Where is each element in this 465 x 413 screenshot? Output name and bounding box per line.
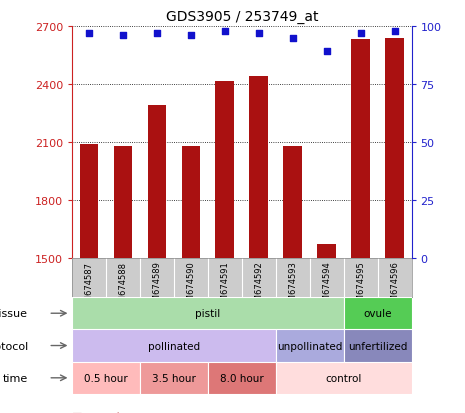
Point [119, 33, 126, 39]
Text: unfertilized: unfertilized [348, 341, 407, 351]
Text: unpollinated: unpollinated [277, 341, 342, 351]
Bar [351, 40, 370, 258]
Text: 0.5 hour: 0.5 hour [84, 373, 128, 383]
Text: protocol: protocol [0, 341, 28, 351]
Bar [113, 146, 133, 258]
Bar [317, 244, 336, 258]
Point [357, 31, 365, 37]
Point [187, 33, 194, 39]
Text: pollinated: pollinated [148, 341, 200, 351]
Bar [181, 146, 200, 258]
Text: ovule: ovule [363, 309, 392, 318]
Title: GDS3905 / 253749_at: GDS3905 / 253749_at [166, 10, 318, 24]
Point [85, 31, 93, 37]
Bar [208, 362, 276, 394]
Text: 3.5 hour: 3.5 hour [152, 373, 196, 383]
Bar [276, 362, 412, 394]
Bar [72, 330, 276, 362]
Bar [147, 106, 166, 258]
Text: GSM674588: GSM674588 [119, 261, 127, 312]
Bar [344, 297, 412, 330]
Bar [215, 82, 234, 258]
Text: GSM674590: GSM674590 [186, 261, 195, 311]
Text: GSM674589: GSM674589 [153, 261, 161, 312]
Text: time: time [3, 373, 28, 383]
Point [323, 49, 330, 56]
Text: GSM674595: GSM674595 [356, 261, 365, 311]
Point [221, 28, 228, 35]
Text: GSM674593: GSM674593 [288, 261, 297, 312]
Text: GSM674592: GSM674592 [254, 261, 263, 311]
Bar [80, 145, 99, 258]
Text: pistil: pistil [195, 309, 220, 318]
Text: GSM674587: GSM674587 [85, 261, 93, 312]
Bar [72, 297, 344, 330]
Point [153, 31, 160, 37]
Point [391, 28, 398, 35]
Bar [385, 39, 404, 258]
Text: GSM674594: GSM674594 [322, 261, 331, 311]
Point [289, 35, 297, 42]
Bar [249, 77, 268, 258]
Text: control: control [326, 373, 362, 383]
Bar [140, 362, 208, 394]
Text: GSM674591: GSM674591 [220, 261, 229, 311]
Point [255, 31, 262, 37]
Text: tissue: tissue [0, 309, 28, 318]
Text: 8.0 hour: 8.0 hour [220, 373, 264, 383]
Text: GSM674596: GSM674596 [390, 261, 399, 312]
Bar [283, 146, 302, 258]
Bar [72, 362, 140, 394]
Bar [276, 330, 344, 362]
Text: ■  count: ■ count [72, 411, 121, 413]
Bar [344, 330, 412, 362]
